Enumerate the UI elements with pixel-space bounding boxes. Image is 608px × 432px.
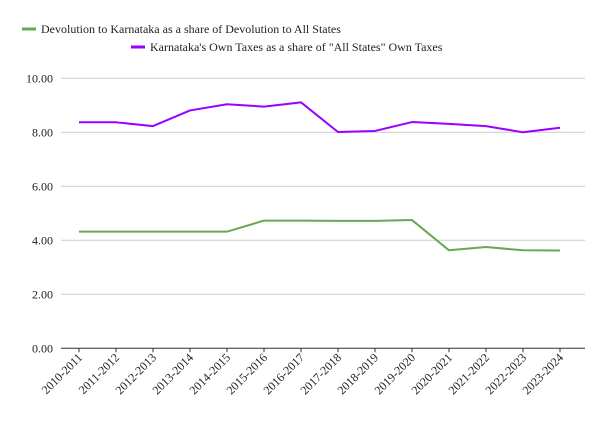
y-tick-label: 0.00 bbox=[32, 341, 53, 355]
y-axis: 0.00 2.00 4.00 6.00 8.00 10.00 bbox=[26, 71, 53, 355]
legend-label-own-taxes: Karnataka's Own Taxes as a share of "All… bbox=[150, 40, 443, 54]
x-tick-label: 2023-2024 bbox=[519, 351, 566, 398]
legend-item-devolution: Devolution to Karnataka as a share of De… bbox=[22, 22, 341, 36]
series-line-1 bbox=[79, 102, 560, 132]
x-axis: 2010-20112011-20122012-20132013-20142014… bbox=[39, 348, 566, 397]
y-tick-label: 4.00 bbox=[32, 233, 53, 247]
series-lines bbox=[79, 102, 560, 250]
y-tick-label: 6.00 bbox=[32, 179, 53, 193]
y-tick-label: 2.00 bbox=[32, 287, 53, 301]
series-line-0 bbox=[79, 220, 560, 251]
legend-label-devolution: Devolution to Karnataka as a share of De… bbox=[41, 22, 341, 36]
legend: Devolution to Karnataka as a share of De… bbox=[22, 22, 443, 54]
y-tick-label: 10.00 bbox=[26, 71, 53, 85]
legend-item-own-taxes: Karnataka's Own Taxes as a share of "All… bbox=[131, 40, 443, 54]
y-tick-label: 8.00 bbox=[32, 125, 53, 139]
